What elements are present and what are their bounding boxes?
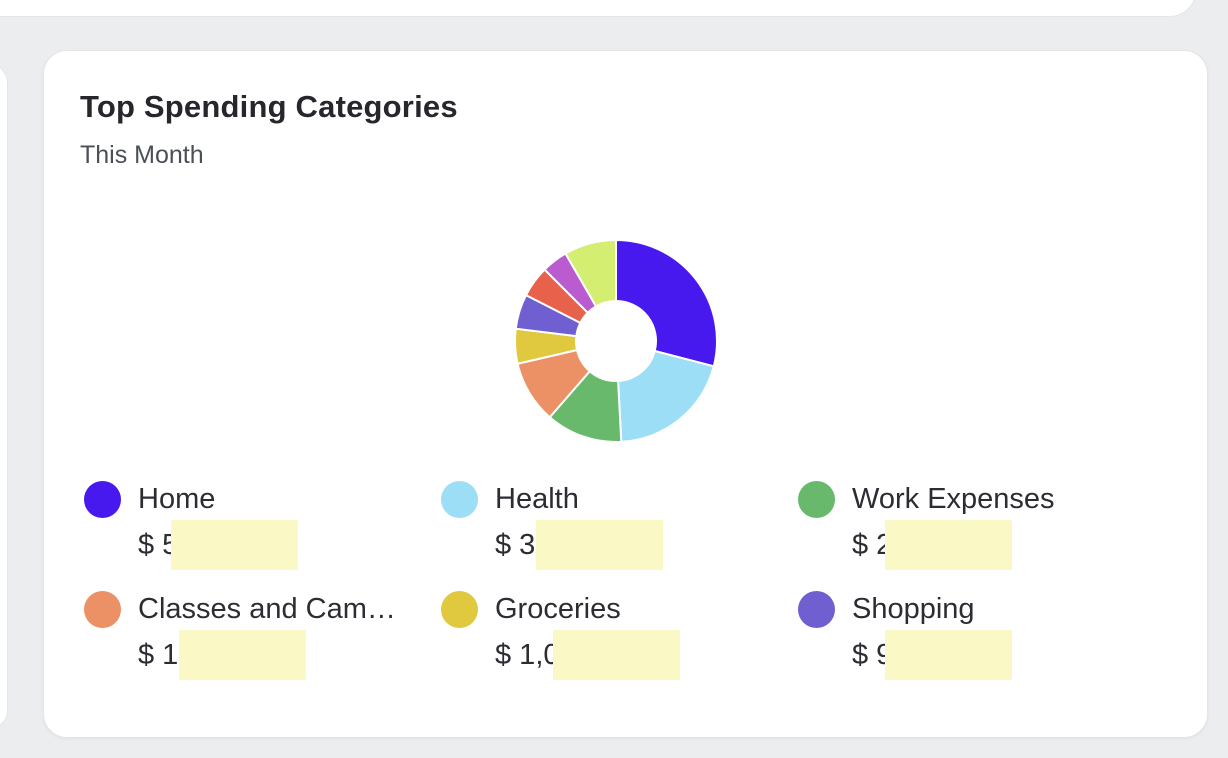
legend-category-label: Health bbox=[495, 483, 579, 515]
legend-amount: $ 5 bbox=[138, 520, 299, 570]
donut-chart bbox=[513, 238, 719, 444]
legend-amount-prefix: $ 1,0 bbox=[495, 638, 560, 671]
amount-redaction-overlay bbox=[171, 520, 299, 570]
legend-item-classes-and-cam[interactable]: Classes and Cam… $ 1, bbox=[84, 590, 441, 680]
pie-slice-home[interactable] bbox=[615, 239, 718, 368]
legend-amount: $ 1, bbox=[138, 630, 396, 680]
legend-color-dot bbox=[441, 481, 478, 518]
top-spending-categories-card: Top Spending Categories This Month Home … bbox=[43, 50, 1208, 738]
card-title: Top Spending Categories bbox=[80, 89, 458, 124]
legend-item-shopping[interactable]: Shopping $ 9 bbox=[798, 590, 1055, 680]
amount-redaction-overlay bbox=[179, 630, 307, 680]
adjacent-card-left bbox=[0, 63, 8, 730]
pie-slice-8[interactable] bbox=[564, 239, 617, 308]
amount-redaction-overlay bbox=[885, 630, 1013, 680]
card-subtitle: This Month bbox=[80, 141, 204, 169]
amount-redaction-overlay bbox=[552, 630, 680, 680]
amount-redaction-overlay bbox=[885, 520, 1013, 570]
legend-category-label: Classes and Cam… bbox=[138, 593, 396, 625]
legend-color-dot bbox=[441, 591, 478, 628]
legend-amount: $ 9 bbox=[852, 630, 1013, 680]
legend-color-dot bbox=[798, 481, 835, 518]
legend-amount: $ 3, bbox=[495, 520, 664, 570]
legend-category-label: Shopping bbox=[852, 593, 975, 625]
legend-color-dot bbox=[798, 591, 835, 628]
chart-legend: Home $ 5 Health $ 3, Work Expenses $ 2 bbox=[84, 480, 1055, 680]
pie-slice-health[interactable] bbox=[617, 350, 715, 443]
legend-color-dot bbox=[84, 481, 121, 518]
donut-chart-svg bbox=[514, 239, 718, 443]
legend-item-groceries[interactable]: Groceries $ 1,0 bbox=[441, 590, 798, 680]
legend-item-work-expenses[interactable]: Work Expenses $ 2 bbox=[798, 480, 1055, 570]
legend-category-label: Work Expenses bbox=[852, 483, 1055, 515]
legend-item-health[interactable]: Health $ 3, bbox=[441, 480, 798, 570]
legend-amount: $ 1,0 bbox=[495, 630, 680, 680]
legend-item-home[interactable]: Home $ 5 bbox=[84, 480, 441, 570]
legend-category-label: Groceries bbox=[495, 593, 621, 625]
legend-amount: $ 2 bbox=[852, 520, 1055, 570]
legend-color-dot bbox=[84, 591, 121, 628]
amount-redaction-overlay bbox=[536, 520, 664, 570]
legend-category-label: Home bbox=[138, 483, 216, 515]
adjacent-card-above bbox=[0, 0, 1196, 17]
